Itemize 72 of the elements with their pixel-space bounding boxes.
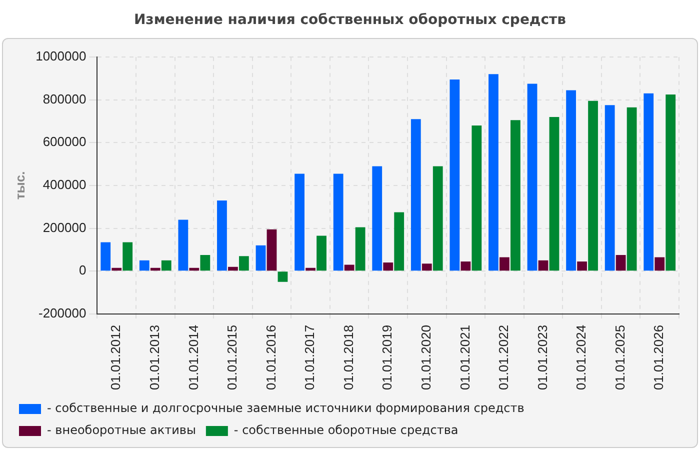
y-tick-label: 400000 bbox=[42, 177, 86, 192]
bar bbox=[432, 166, 443, 271]
x-tick-label: 01.01.2017 bbox=[302, 324, 318, 390]
y-tick-label: 200000 bbox=[42, 220, 86, 235]
bar bbox=[217, 200, 227, 271]
bar bbox=[488, 74, 498, 271]
x-tick-label: 01.01.2016 bbox=[263, 324, 278, 390]
x-tick-label: 01.01.2014 bbox=[186, 324, 201, 390]
bar bbox=[394, 212, 404, 271]
bar bbox=[178, 220, 188, 271]
y-tick-label: 1000000 bbox=[36, 48, 86, 64]
y-tick-label: -200000 bbox=[38, 306, 86, 321]
bar bbox=[228, 266, 238, 271]
legend-label: - внеоборотные активы bbox=[47, 423, 196, 438]
bar bbox=[256, 245, 266, 271]
bar bbox=[472, 126, 482, 271]
bar bbox=[200, 255, 210, 271]
bar bbox=[189, 268, 200, 271]
chart-title: Изменение наличия собственных оборотных средств bbox=[132, 11, 568, 30]
legend-label: - собственные и долгосрочные заемные источники формирования средств bbox=[47, 401, 524, 416]
bar bbox=[616, 255, 626, 271]
bar bbox=[644, 93, 654, 271]
bar bbox=[139, 260, 150, 271]
x-tick-label: 01.01.2019 bbox=[380, 324, 395, 390]
x-tick-label: 01.01.2024 bbox=[574, 324, 589, 390]
bar bbox=[100, 242, 111, 271]
bar bbox=[604, 105, 615, 271]
bar bbox=[333, 174, 344, 271]
x-tick-label: 01.01.2015 bbox=[224, 324, 240, 390]
bar bbox=[150, 268, 160, 271]
bar bbox=[450, 79, 460, 271]
bar bbox=[266, 229, 277, 271]
x-tick-label: 01.01.2023 bbox=[534, 324, 550, 390]
bar bbox=[306, 268, 316, 271]
bar bbox=[422, 264, 432, 271]
bar bbox=[626, 107, 637, 271]
bar bbox=[294, 174, 304, 271]
bar bbox=[549, 116, 560, 271]
bar bbox=[666, 94, 676, 271]
bar bbox=[538, 260, 548, 271]
bar bbox=[239, 256, 249, 271]
y-tick-label: 0 bbox=[78, 262, 86, 278]
bar bbox=[355, 227, 366, 271]
bar bbox=[460, 261, 471, 271]
bar bbox=[161, 260, 172, 271]
bar bbox=[577, 261, 587, 271]
x-tick-label: 01.01.2020 bbox=[418, 324, 434, 390]
bar bbox=[510, 120, 520, 271]
x-tick-label: 01.01.2022 bbox=[496, 324, 512, 390]
bar bbox=[654, 257, 665, 271]
y-tick-label: 800000 bbox=[42, 91, 86, 106]
bar bbox=[316, 236, 326, 271]
legend-label: - собственные оборотные средства bbox=[234, 423, 458, 438]
x-tick-label: 01.01.2021 bbox=[457, 324, 472, 390]
y-axis-title: тыс. bbox=[12, 171, 28, 200]
bar bbox=[383, 262, 394, 271]
bar bbox=[410, 119, 421, 271]
bar bbox=[372, 166, 382, 271]
bar bbox=[566, 90, 576, 271]
x-tick-label: 01.01.2025 bbox=[612, 324, 628, 390]
bar bbox=[112, 268, 122, 271]
y-tick-label: 600000 bbox=[42, 134, 86, 150]
bar bbox=[527, 84, 538, 271]
bar bbox=[344, 264, 354, 271]
bar bbox=[500, 257, 510, 271]
x-tick-label: 01.01.2018 bbox=[340, 324, 356, 390]
x-tick-label: 01.01.2013 bbox=[146, 324, 162, 390]
bar bbox=[278, 272, 288, 282]
x-tick-label: 01.01.2012 bbox=[108, 324, 124, 390]
bar bbox=[122, 242, 133, 271]
bar bbox=[588, 100, 598, 271]
x-tick-label: 01.01.2026 bbox=[651, 324, 666, 390]
